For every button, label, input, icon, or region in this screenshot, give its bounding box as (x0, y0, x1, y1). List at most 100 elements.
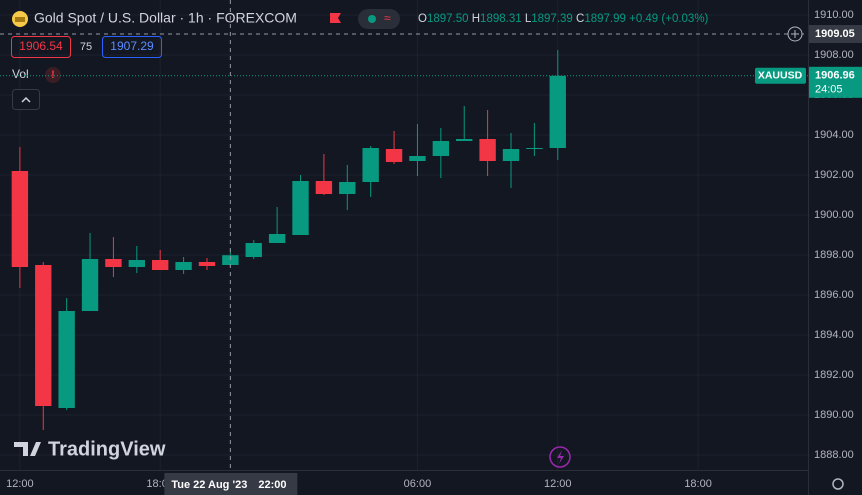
candle-body (339, 182, 356, 194)
volume-warning-icon: ! (51, 69, 55, 81)
candle (105, 237, 122, 277)
candle-body (385, 149, 403, 162)
y-tick-label: 1900.00 (814, 209, 854, 221)
symbol-title: Gold Spot / U.S. Dollar · 1h · FOREXCOM (34, 10, 297, 26)
candle (268, 207, 286, 243)
bid-box[interactable] (11, 36, 71, 58)
collapse-button[interactable] (12, 89, 40, 110)
candle (549, 50, 566, 160)
candle-body (362, 148, 379, 182)
settings-button[interactable] (832, 478, 844, 490)
candle (245, 240, 262, 259)
chart-controls (549, 446, 844, 490)
crosshair-price-label: 1909.05 (815, 28, 855, 40)
x-tick-label: 06:00 (404, 478, 432, 490)
y-tick-label: 1904.00 (814, 129, 854, 141)
x-tick-label: 12:00 (6, 478, 34, 490)
market-status-pill[interactable] (358, 9, 400, 29)
candle-body (81, 259, 99, 311)
candle-body (35, 265, 52, 406)
y-tick-label: 1894.00 (814, 329, 854, 341)
crosshair-time-box (164, 473, 298, 495)
y-tick-label: 1892.00 (814, 369, 854, 381)
market-open-dot (368, 15, 376, 23)
candle (362, 146, 379, 197)
y-tick-label: 1898.00 (814, 249, 854, 261)
watermark-text: TradingView (48, 438, 166, 460)
crosshair-time-label: 22:00 (258, 479, 286, 491)
header: Gold Spot / U.S. Dollar · 1h · FOREXCOM … (11, 9, 709, 110)
candle-body (409, 156, 426, 161)
candle-body (245, 243, 262, 257)
candle (339, 165, 356, 210)
high-value: 1898.31 (480, 13, 522, 25)
events-button[interactable] (549, 446, 571, 468)
low-label: L (525, 13, 532, 25)
spread: 75 (80, 41, 92, 53)
x-tick-label: 18:00 (684, 478, 712, 490)
last-price-box (809, 66, 862, 98)
candle-body (292, 181, 309, 235)
y-tick-label: 1888.00 (814, 449, 854, 461)
candle (479, 110, 496, 176)
flag-icon[interactable] (330, 13, 341, 23)
ask-box[interactable] (102, 36, 162, 58)
candle (35, 262, 52, 430)
high-label: H (472, 13, 480, 25)
y-tick-label: 1890.00 (814, 409, 854, 421)
y-tick-label: 1910.00 (814, 9, 854, 21)
candle-body (198, 262, 216, 266)
candle (456, 106, 473, 141)
candle-body (175, 262, 192, 270)
volume-warning[interactable] (45, 67, 61, 83)
add-alert-icon (791, 30, 799, 38)
candle-body (11, 171, 29, 267)
open-label: O (418, 13, 427, 25)
candle-body (152, 260, 169, 270)
volume-label: Vol (12, 67, 29, 81)
open-value: 1897.50 (427, 13, 469, 25)
candle (385, 131, 403, 164)
candle-body (105, 259, 122, 267)
watermark-logo (14, 442, 41, 456)
low-value: 1897.39 (531, 13, 573, 25)
events-icon (557, 450, 564, 464)
candle-body (432, 141, 450, 156)
candle (292, 175, 309, 235)
candle (315, 154, 333, 195)
candle-body (479, 139, 496, 161)
watermark: TradingView (14, 438, 166, 460)
status-line: O1897.50 H1898.31 L1897.39 C1897.99 +0.4… (418, 13, 709, 25)
symbol-icon-bar (15, 17, 25, 22)
ask-price: 1907.29 (110, 39, 154, 53)
candle (502, 133, 520, 188)
candle-body (222, 255, 239, 265)
candle (58, 298, 75, 410)
y-tick-label: 1908.00 (814, 49, 854, 61)
candle (81, 233, 99, 311)
candle-body (549, 75, 566, 148)
close-label: C (576, 13, 584, 25)
plot-area (11, 50, 566, 430)
candle-body (315, 181, 333, 194)
candle (409, 124, 426, 176)
bid-price: 1906.54 (19, 39, 63, 53)
countdown-label: 24:05 (815, 84, 843, 96)
change-value: +0.49 (+0.03%) (629, 13, 708, 25)
candle-body (526, 148, 543, 149)
candle (128, 246, 145, 273)
last-price-label: 1906.96 (815, 70, 855, 82)
candle-body (128, 260, 145, 267)
crosshair-price-box (809, 25, 862, 43)
crosshair-date-label: Tue 22 Aug '23 (171, 479, 247, 491)
candle-body (268, 234, 286, 243)
symbol-tag-text: XAUUSD (758, 70, 803, 82)
market-status-icon: ≈ (384, 11, 391, 25)
candle-body (58, 311, 75, 408)
collapse-icon (21, 96, 31, 103)
candle (152, 250, 169, 270)
candle (175, 257, 192, 274)
